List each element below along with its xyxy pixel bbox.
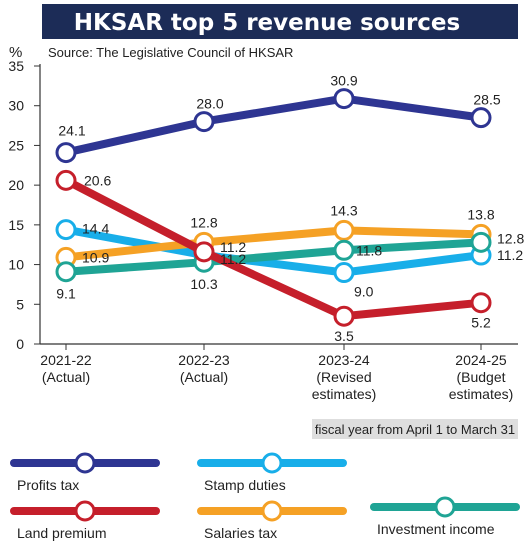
y-axis-unit: % <box>9 44 22 61</box>
y-tick-label: 30 <box>8 98 24 114</box>
land-premium-point <box>193 241 215 263</box>
land-premium-point <box>55 169 77 191</box>
x-tick-label: 2023-24 <box>318 352 370 368</box>
x-tick-label: estimates) <box>449 386 514 402</box>
salaries-tax-legend-label: Salaries tax <box>204 525 277 541</box>
land-premium-legend-label: Land premium <box>17 525 107 541</box>
land-premium-legend-marker <box>74 500 96 522</box>
salaries-tax-data-label: 12.8 <box>190 214 217 230</box>
y-tick-label: 15 <box>8 217 24 233</box>
investment-income-data-label: 9.1 <box>56 286 76 302</box>
investment-income-data-label: 12.8 <box>497 230 524 246</box>
y-tick-label: 5 <box>16 296 24 312</box>
profits-tax-data-label: 24.1 <box>58 123 85 139</box>
y-tick-label: 25 <box>8 137 24 153</box>
x-tick-label: 2024-25 <box>455 352 507 368</box>
land-premium-data-label: 3.5 <box>334 328 354 344</box>
title-banner <box>42 4 518 39</box>
profits-tax-point <box>470 107 492 129</box>
investment-income-point <box>55 261 77 283</box>
y-tick-label: 35 <box>8 58 24 74</box>
x-tick-label: 2022-23 <box>178 352 230 368</box>
x-tick-label: (Actual) <box>42 369 90 385</box>
stamp-duties-data-label: 9.0 <box>354 284 374 300</box>
stamp-duties-line <box>62 225 485 277</box>
stamp-duties-data-label: 11.2 <box>497 247 523 263</box>
investment-income-line <box>62 238 485 276</box>
chart-source: Source: The Legislative Council of HKSAR <box>48 45 293 60</box>
investment-income-point <box>333 239 355 261</box>
salaries-tax-data-label: 10.9 <box>82 249 109 265</box>
profits-tax-data-label: 28.0 <box>196 96 223 112</box>
profits-tax-data-label: 28.5 <box>473 92 500 108</box>
salaries-tax-data-label: 13.8 <box>467 206 494 222</box>
land-premium-data-label: 20.6 <box>84 172 111 188</box>
investment-income-legend-label: Investment income <box>377 521 495 537</box>
x-tick-label: (Budget <box>456 369 505 385</box>
investment-income-data-label: 10.3 <box>190 276 217 292</box>
salaries-tax-point <box>333 219 355 241</box>
x-tick-label: (Actual) <box>180 369 228 385</box>
y-tick-label: 20 <box>8 177 24 193</box>
salaries-tax-data-label: 14.3 <box>330 202 357 218</box>
stamp-duties-legend-marker <box>261 452 283 474</box>
x-tick-label: 2021-22 <box>40 352 92 368</box>
y-tick-label: 0 <box>16 336 24 352</box>
profits-tax-legend-label: Profits tax <box>17 477 79 493</box>
x-tick-label: estimates) <box>312 386 377 402</box>
stamp-duties-point <box>55 219 77 241</box>
salaries-tax-legend-marker <box>261 500 283 522</box>
profits-tax-point <box>193 111 215 133</box>
profits-tax-point <box>55 142 77 164</box>
x-tick-label: (Revised <box>316 369 371 385</box>
stamp-duties-data-label: 14.4 <box>82 221 109 237</box>
y-tick-label: 10 <box>8 257 24 273</box>
stamp-duties-point <box>333 262 355 284</box>
investment-income-data-label: 11.8 <box>356 242 382 258</box>
chart-title: HKSAR top 5 revenue sources <box>74 10 460 36</box>
stamp-duties-data-label: 11.2 <box>220 239 246 255</box>
profits-tax-line <box>62 94 485 157</box>
profits-tax-point <box>333 88 355 110</box>
profits-tax-data-label: 30.9 <box>330 73 357 89</box>
land-premium-point <box>333 305 355 327</box>
data-label: 11.2 <box>220 251 246 267</box>
land-premium-line <box>62 176 485 321</box>
stamp-duties-legend-label: Stamp duties <box>204 477 286 493</box>
fiscal-year-note: fiscal year from April 1 to March 31 <box>315 422 515 437</box>
fiscal-year-note-box <box>312 419 518 439</box>
salaries-tax-line <box>62 226 485 262</box>
investment-income-legend-marker <box>434 496 456 518</box>
profits-tax-legend-marker <box>74 452 96 474</box>
land-premium-point <box>470 292 492 314</box>
land-premium-data-label: 5.2 <box>471 315 491 331</box>
investment-income-point <box>470 231 492 253</box>
